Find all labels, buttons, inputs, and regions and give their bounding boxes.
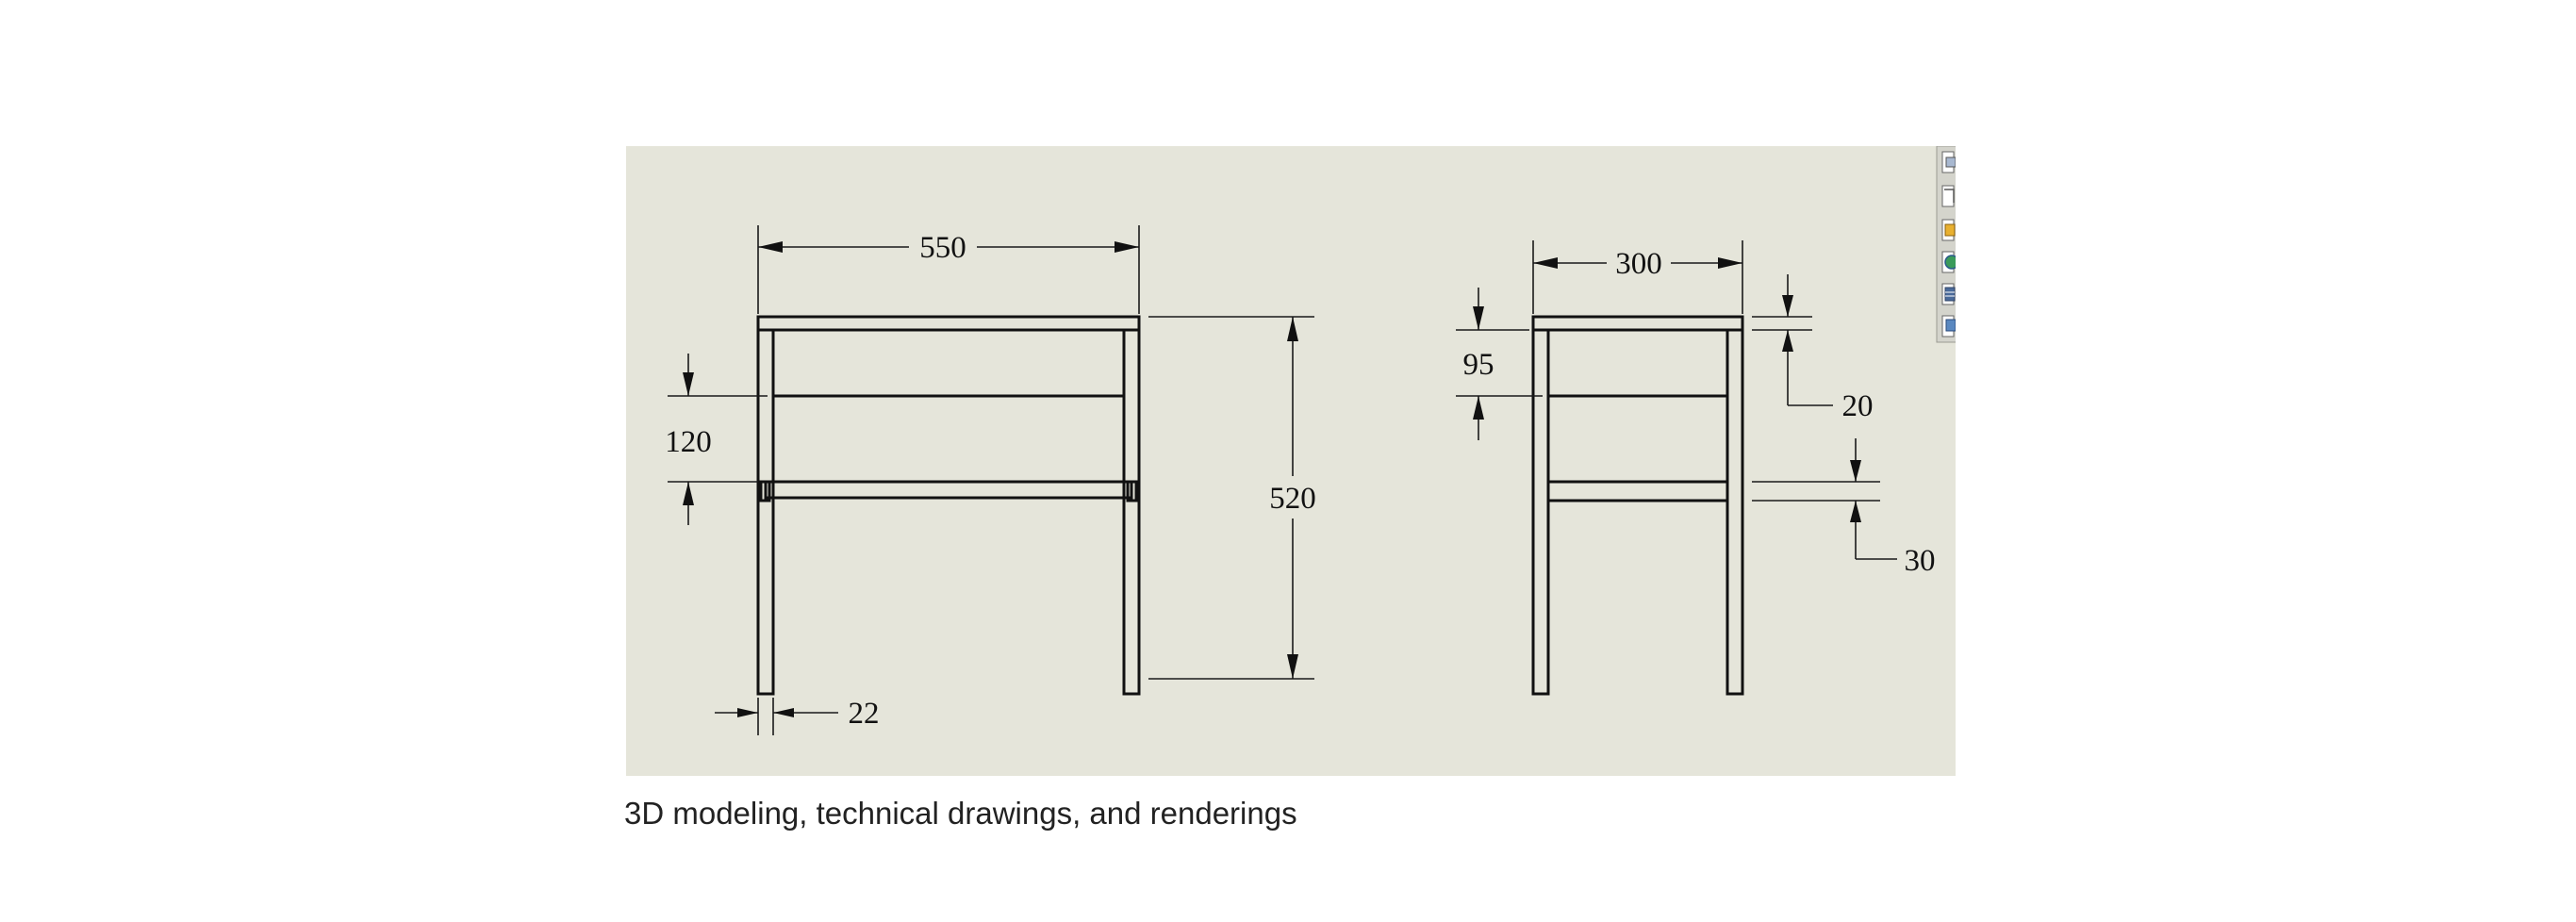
side-view: 300 95 20 xyxy=(1456,240,1936,696)
dim-shelf-thickness: 30 xyxy=(1752,438,1936,578)
dim-apron-label: 95 xyxy=(1463,348,1494,382)
dim-leg: 22 xyxy=(715,697,880,735)
appearance-icon[interactable] xyxy=(1941,251,1956,273)
view-settings-icon[interactable] xyxy=(1941,315,1956,338)
dim-shelf-gap-label: 120 xyxy=(665,425,712,459)
view-toolbar xyxy=(1936,146,1956,343)
front-right-leg xyxy=(1122,328,1141,696)
side-right-leg xyxy=(1726,328,1744,696)
dim-top-thickness: 20 xyxy=(1752,274,1874,423)
display-style-icon[interactable] xyxy=(1941,219,1956,241)
dim-height: 520 xyxy=(1148,316,1316,680)
scene-icon[interactable] xyxy=(1941,283,1956,305)
dim-apron: 95 xyxy=(1456,288,1543,440)
section-view-icon[interactable] xyxy=(1941,185,1955,207)
dim-depth-label: 300 xyxy=(1615,247,1662,281)
front-shelf-left-cap xyxy=(759,480,771,502)
dim-shelf-thickness-label: 30 xyxy=(1905,544,1936,578)
front-left-leg xyxy=(756,328,775,696)
dim-height-label: 520 xyxy=(1269,482,1316,516)
drawing-sheet: 550 520 120 xyxy=(626,146,1956,776)
front-view: 550 520 120 xyxy=(665,225,1316,735)
dim-width-label: 550 xyxy=(919,231,966,265)
dim-width: 550 xyxy=(757,225,1140,314)
technical-drawing: 550 520 120 xyxy=(665,146,1956,735)
side-shelf xyxy=(1546,480,1729,502)
front-table-top xyxy=(756,315,1141,332)
front-shelf-right-cap xyxy=(1126,480,1138,502)
side-table-top xyxy=(1531,315,1744,332)
figure-caption: 3D modeling, technical drawings, and ren… xyxy=(624,796,1297,831)
dim-depth: 300 xyxy=(1532,240,1743,314)
view-orientation-icon[interactable] xyxy=(1941,151,1956,173)
front-shelf xyxy=(764,480,1133,500)
dim-shelf-gap: 120 xyxy=(665,354,768,525)
side-left-leg xyxy=(1531,328,1550,696)
dim-leg-label: 22 xyxy=(849,697,880,731)
dim-top-thickness-label: 20 xyxy=(1842,389,1874,423)
